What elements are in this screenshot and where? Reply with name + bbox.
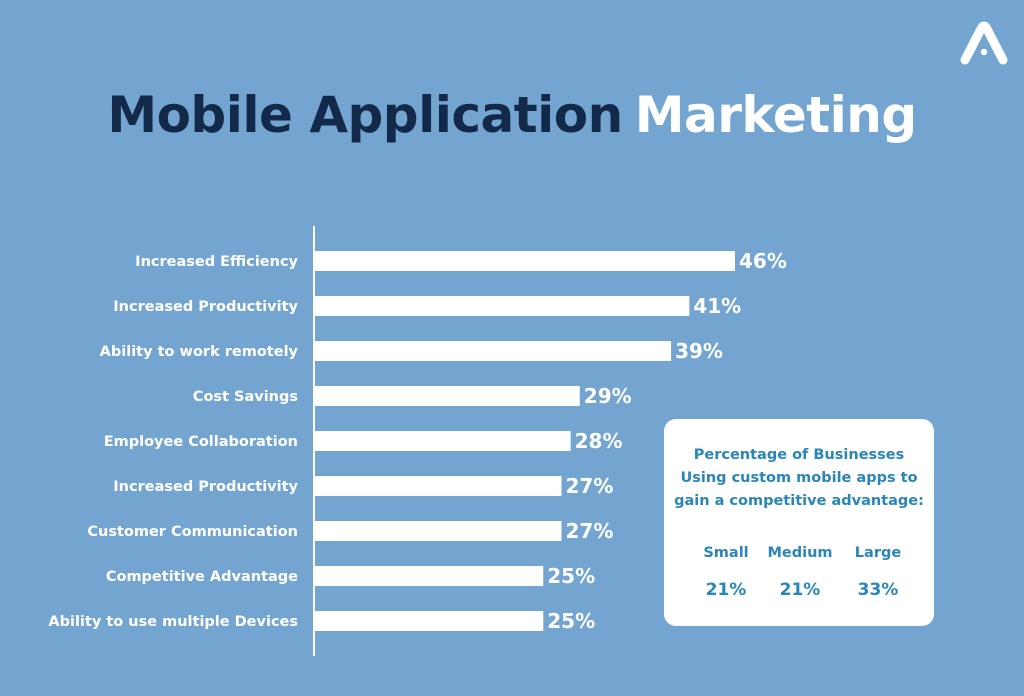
bar (315, 386, 580, 406)
bar (315, 566, 544, 586)
category-label: Increased Productivity (113, 299, 298, 315)
bar (315, 341, 672, 361)
category-label: Ability to use multiple Devices (48, 614, 298, 630)
category-label: Ability to work remotely (100, 344, 299, 360)
bar (315, 521, 562, 541)
value-label: 39% (675, 339, 723, 363)
size-label-medium: Medium (767, 545, 833, 561)
brand-a-logo-icon (960, 21, 1008, 65)
title-light-part: Marketing (634, 86, 917, 144)
bar (315, 431, 571, 451)
size-value-small: 21% (705, 580, 747, 600)
bar (315, 476, 562, 496)
info-box-title-line: gain a competitive advantage: (674, 493, 924, 509)
category-label: Competitive Advantage (106, 569, 298, 585)
info-box-title-line: Percentage of Businesses (693, 447, 905, 463)
size-value-large: 33% (857, 580, 899, 600)
value-label: 46% (739, 249, 787, 273)
value-label: 29% (584, 384, 632, 408)
size-label-small: Small (703, 545, 749, 561)
category-label: Employee Collaboration (104, 434, 298, 450)
category-label: Cost Savings (193, 389, 298, 405)
value-label: 27% (566, 519, 614, 543)
bar (315, 251, 735, 271)
info-box-title-line: Using custom mobile apps to (680, 470, 918, 486)
category-label: Customer Communication (87, 524, 298, 540)
size-label-large: Large (854, 545, 902, 561)
bar (315, 296, 690, 316)
category-label: Increased Efficiency (135, 254, 298, 270)
value-label: 25% (547, 564, 595, 588)
value-label: 41% (693, 294, 741, 318)
info-box-title: Percentage of Businesses Using custom mo… (664, 444, 934, 513)
bar (315, 611, 544, 631)
value-label: 28% (575, 429, 623, 453)
info-box: Percentage of Businesses Using custom mo… (664, 419, 934, 626)
value-label: 25% (547, 609, 595, 633)
title-dark-part: Mobile Application (107, 86, 623, 144)
value-label: 27% (566, 474, 614, 498)
page-title: Mobile Application Marketing (0, 86, 1024, 144)
size-value-medium: 21% (779, 580, 821, 600)
category-label: Increased Productivity (113, 479, 298, 495)
